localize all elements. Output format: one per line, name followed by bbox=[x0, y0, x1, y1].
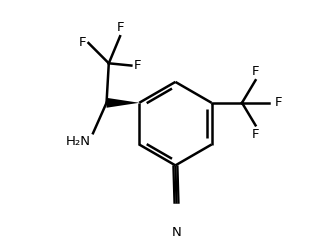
Text: F: F bbox=[116, 21, 124, 34]
Text: F: F bbox=[252, 128, 259, 141]
Text: F: F bbox=[252, 65, 259, 78]
Text: N: N bbox=[172, 226, 181, 239]
Text: F: F bbox=[275, 96, 282, 109]
Polygon shape bbox=[107, 98, 139, 108]
Text: F: F bbox=[79, 36, 86, 49]
Text: F: F bbox=[134, 59, 141, 72]
Text: H₂N: H₂N bbox=[66, 136, 91, 149]
